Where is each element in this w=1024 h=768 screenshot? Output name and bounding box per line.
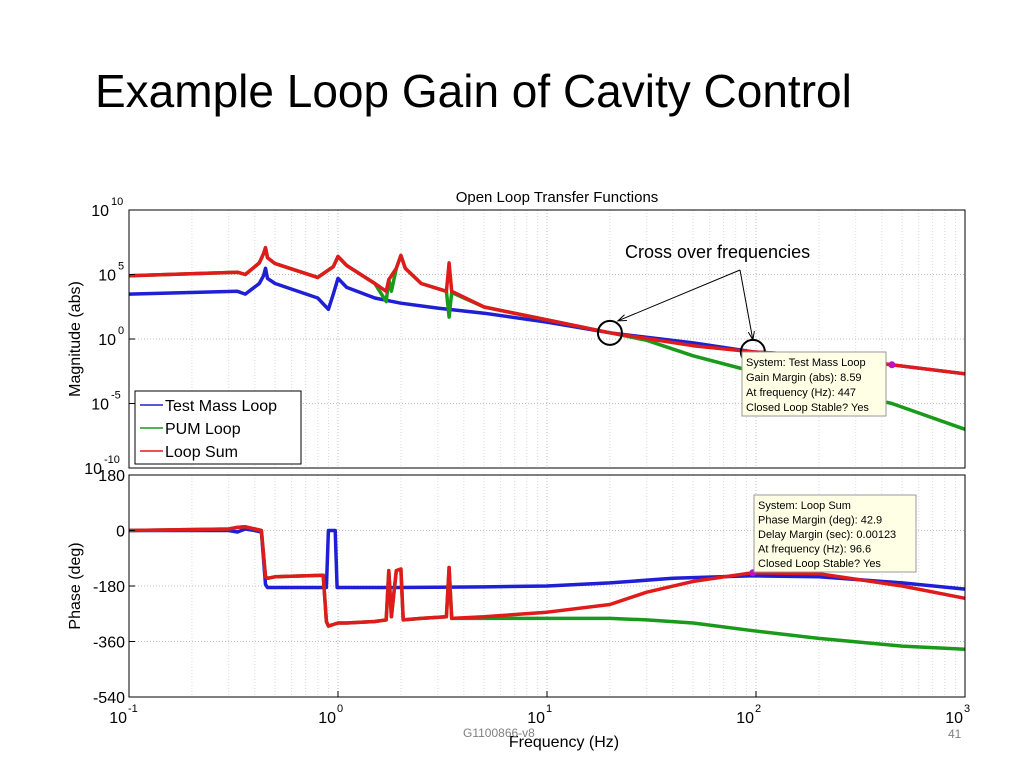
phase-x-tick-exponent: -1 [128,703,138,715]
crossover-arrow [617,269,741,322]
datatip-line: At frequency (Hz): 447 [746,387,856,399]
magnitude-y-tick-base: 10 [84,461,102,478]
magnitude-y-tick-exponent: -10 [104,454,120,466]
page-number: 41 [948,727,962,741]
magnitude-y-tick-exponent: 5 [118,261,124,273]
phase-x-tick-exponent: 2 [755,703,761,715]
gain-margin-datatip: System: Test Mass Loop Gain Margin (abs):… [741,351,887,417]
phase-x-tick-exponent: 3 [964,703,970,715]
phase-x-tick-base: 10 [736,710,754,727]
datatip-box [741,351,887,417]
datatip-box [753,494,917,573]
phase-x-tick-base: 10 [318,710,336,727]
datatip-line: System: Test Mass Loop [746,357,866,369]
magnitude-y-tick-label: 105 [98,261,135,285]
phase-series-loop-sum [128,525,966,628]
crossover-arrow-head [616,314,627,322]
magnitude-y-tick-label: 10-5 [91,390,135,414]
crossover-arrow [739,269,754,340]
magnitude-y-tick-exponent: 0 [118,325,124,337]
phase-x-tick-label: 100 [318,691,343,727]
magnitude-series-test-mass-loop [128,266,966,376]
phase-y-tick-label: -180 [93,579,125,596]
magnitude-chart-title: Open Loop Transfer Functions [456,189,659,206]
crossover-arrow-head [747,330,755,342]
magnitude-series-loop-sum [128,245,966,376]
crossover-annotation: Cross over frequencies [596,242,810,365]
magnitude-y-tick-label: 100 [98,325,135,349]
phase-x-tick-label: 10-1 [109,691,138,727]
phase-x-tick-base: 10 [527,710,545,727]
slide-title: Example Loop Gain of Cavity Control [95,65,852,117]
magnitude-y-tick-exponent: 10 [111,196,123,208]
legend-entry-label: Loop Sum [165,444,238,461]
document-id: G1100866-v8 [463,726,535,740]
crossover-annotation-text: Cross over frequencies [625,242,810,262]
phase-x-tick-label: 102 [736,691,761,727]
phase-y-tick-label: -360 [93,635,125,652]
phase-x-tick-base: 10 [109,710,127,727]
magnitude-y-tick-label: 10-10 [84,454,135,478]
gain-margin-marker [888,361,896,369]
legend-entry-label: Test Mass Loop [165,398,277,415]
datatip-line: Delay Margin (sec): 0.00123 [758,529,896,541]
phase-y-axis-label: Phase (deg) [67,542,84,629]
legend: Test Mass Loop PUM Loop Loop Sum [134,390,302,465]
datatip-line: Closed Loop Stable? Yes [758,558,881,570]
phase-x-tick-exponent: 0 [337,703,343,715]
datatip-line: Phase Margin (deg): 42.9 [758,515,882,527]
datatip-line: Closed Loop Stable? Yes [746,402,869,414]
phase-x-tick-exponent: 1 [546,703,552,715]
datatip-line: Gain Margin (abs): 8.59 [746,372,862,384]
phase-x-axis-label: Frequency (Hz) [509,734,619,751]
magnitude-y-tick-base: 10 [91,397,109,414]
phase-x-tick-label: 101 [527,691,552,727]
magnitude-y-tick-base: 10 [98,268,116,285]
legend-entry-label: PUM Loop [165,421,241,438]
phase-x-tick-label: 103 [945,691,970,727]
phase-y-tick-label: 180 [98,468,125,485]
magnitude-y-tick-base: 10 [98,332,116,349]
phase-y-tick-label: -540 [93,690,125,707]
phase-y-tick-label: 0 [116,524,125,541]
phase-x-tick-base: 10 [945,710,963,727]
datatip-line: System: Loop Sum [758,500,851,512]
datatip-line: At frequency (Hz): 96.6 [758,544,871,556]
magnitude-y-axis-label: Magnitude (abs) [67,281,84,397]
magnitude-y-tick-base: 10 [91,203,109,220]
magnitude-y-tick-exponent: -5 [111,390,121,402]
crossover-circle [596,319,623,346]
phase-margin-datatip: System: Loop Sum Phase Margin (deg): 42.9… [753,494,917,573]
